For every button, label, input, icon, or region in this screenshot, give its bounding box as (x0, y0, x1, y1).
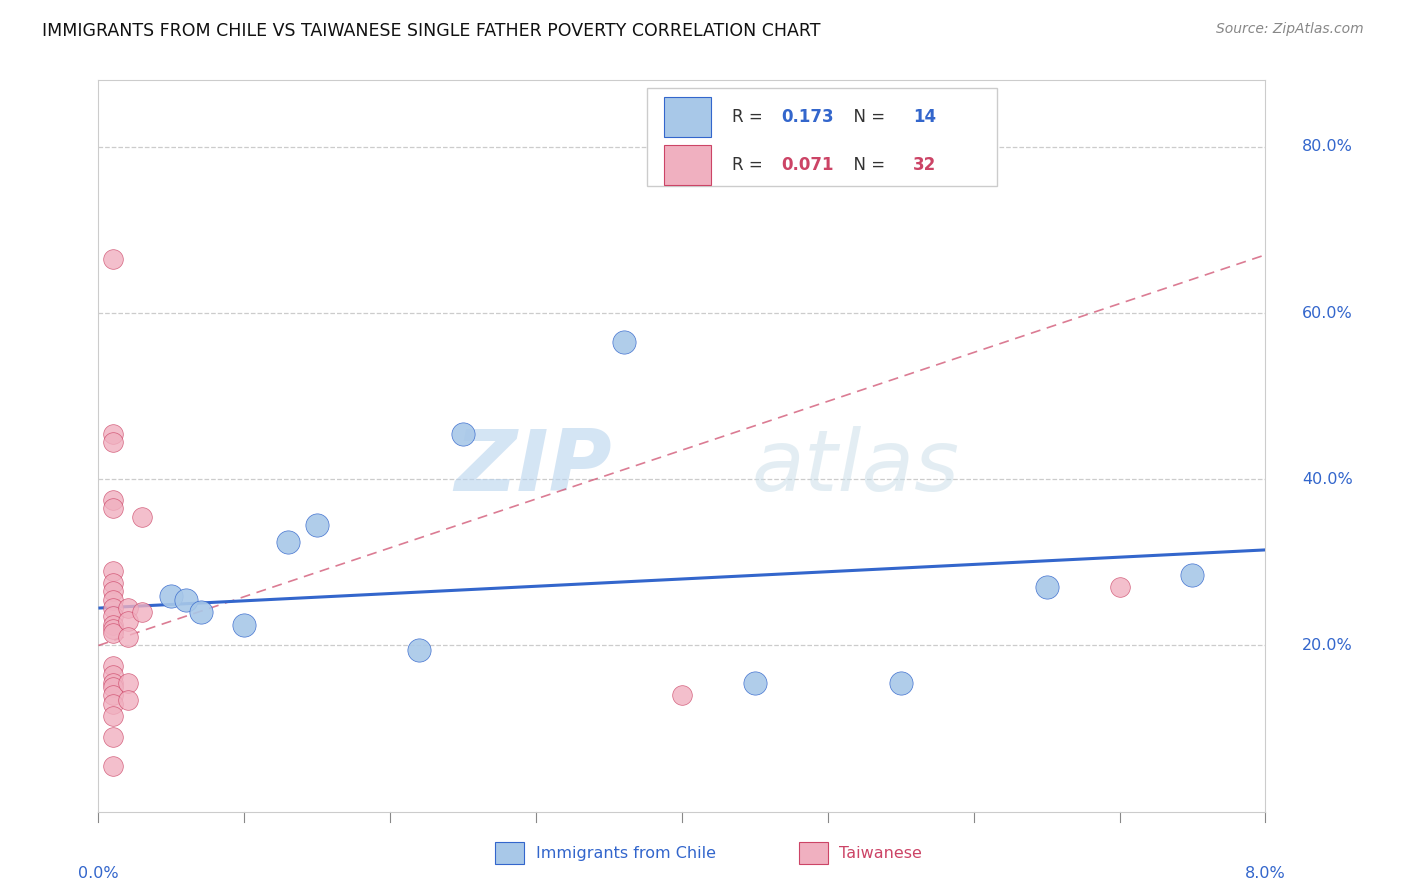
Text: Immigrants from Chile: Immigrants from Chile (536, 846, 716, 861)
Text: R =: R = (733, 156, 768, 174)
Point (190, 605, 212, 619)
Point (131, 509, 153, 524)
Point (101, 493, 124, 508)
Point (101, 252, 124, 266)
Text: 0.173: 0.173 (782, 108, 834, 126)
FancyBboxPatch shape (665, 97, 711, 137)
Point (233, 617, 256, 632)
FancyBboxPatch shape (647, 87, 997, 186)
Point (117, 630, 139, 644)
Point (101, 434, 124, 449)
Text: ZIP: ZIP (454, 426, 612, 509)
Point (277, 534, 299, 549)
Text: 80.0%: 80.0% (1302, 139, 1353, 154)
Text: 60.0%: 60.0% (1302, 306, 1353, 320)
Point (101, 564, 124, 578)
Point (671, 689, 693, 703)
Point (744, 676, 766, 690)
Point (101, 626, 124, 640)
Point (1108, 580, 1130, 594)
Text: 0.0%: 0.0% (79, 866, 118, 880)
Text: IMMIGRANTS FROM CHILE VS TAIWANESE SINGLE FATHER POVERTY CORRELATION CHART: IMMIGRANTS FROM CHILE VS TAIWANESE SINGL… (42, 22, 821, 40)
Point (117, 601, 139, 615)
Point (101, 617, 124, 632)
Text: R =: R = (733, 108, 768, 126)
Point (101, 501, 124, 516)
Point (101, 730, 124, 744)
Point (101, 622, 124, 636)
Text: Taiwanese: Taiwanese (839, 846, 922, 861)
Point (307, 518, 329, 533)
Point (101, 759, 124, 773)
Text: atlas: atlas (752, 426, 960, 509)
Point (160, 589, 183, 603)
Text: 40.0%: 40.0% (1302, 472, 1353, 487)
Point (408, 642, 430, 657)
Point (451, 426, 474, 441)
FancyBboxPatch shape (665, 145, 711, 185)
Point (101, 659, 124, 673)
Text: N =: N = (844, 108, 890, 126)
Point (101, 576, 124, 591)
Text: Source: ZipAtlas.com: Source: ZipAtlas.com (1216, 22, 1364, 37)
Text: 32: 32 (912, 156, 936, 174)
Point (117, 614, 139, 628)
Point (101, 667, 124, 681)
FancyBboxPatch shape (495, 842, 524, 864)
Point (101, 697, 124, 711)
Point (101, 584, 124, 599)
Text: 14: 14 (912, 108, 936, 126)
Point (101, 426, 124, 441)
Point (101, 609, 124, 624)
Point (101, 680, 124, 694)
Point (117, 692, 139, 706)
FancyBboxPatch shape (799, 842, 828, 864)
Point (101, 592, 124, 607)
Point (1181, 567, 1204, 582)
Point (117, 676, 139, 690)
Point (101, 601, 124, 615)
Text: 20.0%: 20.0% (1302, 638, 1353, 653)
Point (101, 676, 124, 690)
Point (890, 676, 912, 690)
Text: 0.071: 0.071 (782, 156, 834, 174)
Point (101, 709, 124, 723)
Text: 8.0%: 8.0% (1246, 866, 1285, 880)
Point (101, 689, 124, 703)
Point (1035, 580, 1057, 594)
Point (612, 335, 634, 350)
Point (131, 605, 153, 619)
Point (174, 592, 197, 607)
Text: N =: N = (844, 156, 890, 174)
